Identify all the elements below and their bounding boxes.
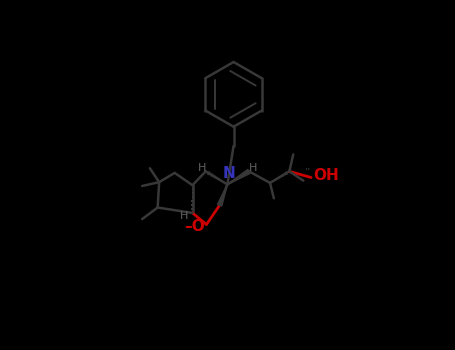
- Text: H: H: [197, 163, 206, 173]
- Text: OH: OH: [313, 168, 339, 183]
- Polygon shape: [228, 169, 250, 184]
- Polygon shape: [217, 184, 228, 206]
- Text: ’’: ’’: [304, 168, 310, 178]
- Text: N: N: [222, 166, 235, 181]
- Text: –O: –O: [184, 218, 205, 233]
- Text: H: H: [180, 211, 189, 221]
- Text: H: H: [249, 163, 257, 173]
